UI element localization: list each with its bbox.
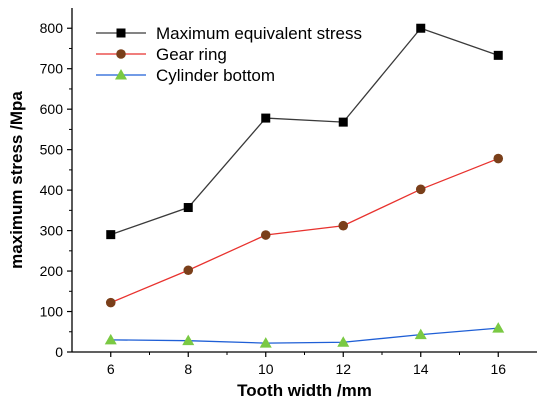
legend-item: Maximum equivalent stress	[96, 24, 362, 43]
legend-item: Gear ring	[96, 45, 227, 64]
y-tick-label: 700	[40, 61, 64, 77]
y-axis-title: maximum stress /Mpa	[7, 91, 26, 269]
x-tick-label: 6	[107, 361, 115, 377]
y-tick-label: 800	[40, 20, 64, 36]
data-point	[104, 333, 117, 345]
x-tick-label: 16	[490, 361, 506, 377]
series-0	[106, 23, 503, 240]
series-1	[105, 153, 504, 308]
data-point	[259, 337, 272, 348]
legend: Maximum equivalent stress Gear ring Cylind…	[96, 24, 362, 85]
x-tick-label: 8	[184, 361, 192, 377]
y-tick-label: 600	[40, 101, 64, 117]
data-point	[183, 265, 194, 276]
legend-label: Gear ring	[156, 45, 227, 64]
data-point	[260, 230, 271, 240]
y-tick-label: 0	[55, 344, 63, 360]
data-point	[338, 220, 349, 231]
series-line	[110, 27, 499, 236]
data-point	[415, 184, 426, 195]
data-point	[416, 23, 426, 33]
data-point	[492, 322, 505, 333]
x-tick-label: 12	[335, 361, 351, 377]
series-line	[110, 157, 499, 304]
y-tick-label: 400	[40, 182, 64, 198]
data-point	[105, 297, 116, 308]
legend-label: Maximum equivalent stress	[156, 24, 362, 43]
data-point	[182, 334, 195, 346]
series-lines	[104, 23, 505, 348]
axes	[71, 8, 537, 353]
x-tick-label: 14	[413, 361, 429, 377]
data-point	[414, 328, 427, 340]
y-tick-label: 100	[40, 304, 64, 320]
legend-marker	[116, 49, 126, 59]
data-point	[493, 153, 504, 164]
data-point	[338, 117, 348, 127]
data-point	[183, 203, 193, 213]
y-tick-label: 300	[40, 223, 64, 239]
tick-marks: 6 8 10 12 14 16 0 100 200 300 400 500 600 700 800	[40, 20, 507, 377]
data-point	[493, 50, 503, 60]
legend-item: Cylinder bottom	[96, 66, 275, 85]
x-axis-title: Tooth width /mm	[237, 381, 372, 400]
data-point	[106, 230, 116, 240]
series-line	[110, 327, 499, 344]
y-tick-label: 200	[40, 263, 64, 279]
data-point	[337, 336, 350, 347]
data-point	[261, 113, 271, 123]
x-tick-label: 10	[258, 361, 274, 377]
legend-marker	[115, 69, 127, 80]
legend-marker	[116, 28, 126, 38]
series-2	[104, 322, 505, 348]
legend-label: Cylinder bottom	[156, 66, 275, 85]
y-tick-label: 500	[40, 142, 64, 158]
